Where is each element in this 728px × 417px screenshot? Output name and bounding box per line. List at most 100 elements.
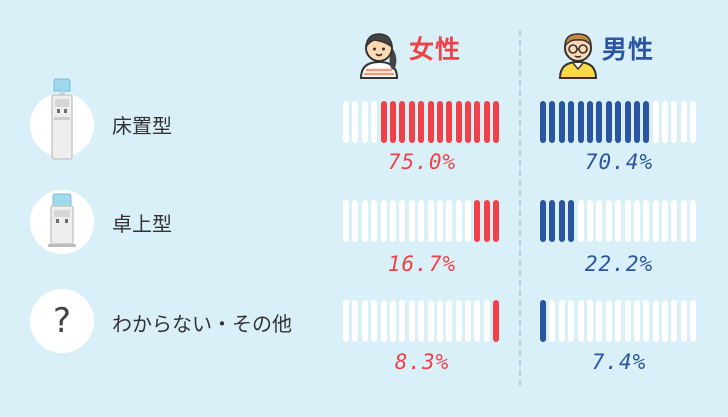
girl-avatar-icon [354, 28, 404, 80]
bar-segment-filled [643, 101, 649, 143]
bar-segment-empty [446, 200, 452, 242]
bar-segment-empty [437, 200, 443, 242]
bar-segment-empty [587, 300, 593, 342]
bar-segment-filled [625, 101, 631, 143]
bar-segment-filled [587, 101, 593, 143]
value-label-male-2: 22.2% [534, 252, 704, 276]
value-label-male-1: 70.4% [534, 150, 704, 174]
bar-segment-filled [484, 101, 490, 143]
bar-segment-empty [681, 200, 687, 242]
question-mark-icon: ? [30, 289, 94, 353]
bar-segment-filled [399, 101, 405, 143]
bar-segment-empty [606, 200, 612, 242]
bar-segment-empty [456, 200, 462, 242]
bar-group-male-2 [540, 200, 696, 242]
bar-segment-empty [681, 300, 687, 342]
bar-group-male-1 [540, 101, 696, 143]
bar-segment-empty [352, 300, 358, 342]
bar-segment-empty [428, 300, 434, 342]
bar-segment-filled [465, 101, 471, 143]
bar-segment-filled [606, 101, 612, 143]
bar-segment-filled [540, 200, 546, 242]
bar-segment-filled [549, 101, 555, 143]
bar-segment-empty [390, 200, 396, 242]
bar-segment-filled [559, 101, 565, 143]
bar-segment-empty [371, 101, 377, 143]
bar-segment-empty [634, 300, 640, 342]
bar-segment-empty [409, 200, 415, 242]
bar-segment-empty [418, 300, 424, 342]
bar-segment-empty [409, 300, 415, 342]
bar-segment-empty [662, 101, 668, 143]
bar-segment-empty [343, 300, 349, 342]
bar-segment-empty [381, 300, 387, 342]
bar-segment-empty [596, 200, 602, 242]
bar-segment-empty [596, 300, 602, 342]
bar-segment-empty [456, 300, 462, 342]
bar-segment-empty [662, 200, 668, 242]
bar-segment-empty [437, 300, 443, 342]
bar-segment-filled [596, 101, 602, 143]
bar-segment-empty [625, 300, 631, 342]
bar-segment-empty [690, 101, 696, 143]
value-label-male-3: 7.4% [534, 350, 704, 374]
bar-segment-filled [540, 300, 546, 342]
bar-segment-filled [493, 300, 499, 342]
bar-segment-filled [568, 101, 574, 143]
bar-segment-empty [399, 200, 405, 242]
bar-segment-filled [474, 200, 480, 242]
bar-segment-filled [381, 101, 387, 143]
bar-segment-empty [343, 101, 349, 143]
bar-segment-empty [662, 300, 668, 342]
bar-segment-empty [343, 200, 349, 242]
bar-segment-filled [493, 200, 499, 242]
category-label-tabletop: 卓上型 [112, 208, 172, 237]
bar-segment-empty [653, 300, 659, 342]
bar-segment-empty [690, 200, 696, 242]
bar-segment-empty [643, 300, 649, 342]
bar-segment-filled [484, 200, 490, 242]
row-icon-floor [30, 93, 94, 157]
bar-segment-empty [578, 200, 584, 242]
value-label-female-1: 75.0% [337, 150, 507, 174]
bar-segment-empty [446, 300, 452, 342]
bar-segment-empty [671, 101, 677, 143]
bar-segment-empty [634, 200, 640, 242]
bar-segment-empty [549, 300, 555, 342]
bar-segment-empty [671, 200, 677, 242]
bar-segment-filled [634, 101, 640, 143]
bar-segment-filled [540, 101, 546, 143]
bar-segment-empty [390, 300, 396, 342]
bar-segment-empty [362, 300, 368, 342]
bar-segment-empty [352, 101, 358, 143]
row-icon-tabletop [30, 190, 94, 254]
bar-segment-empty [381, 200, 387, 242]
bar-group-female-2 [343, 200, 499, 242]
tabletop-water-dispenser-icon [30, 190, 94, 254]
boy-with-glasses-avatar-icon [553, 28, 603, 80]
bar-segment-filled [578, 101, 584, 143]
bar-segment-empty [587, 200, 593, 242]
bar-segment-empty [615, 200, 621, 242]
bar-segment-empty [606, 300, 612, 342]
header-male: 男性 [602, 30, 654, 66]
value-label-female-3: 8.3% [337, 350, 507, 374]
bar-segment-empty [362, 101, 368, 143]
bar-group-female-1 [343, 101, 499, 143]
bar-segment-filled [615, 101, 621, 143]
bar-segment-empty [465, 300, 471, 342]
row-icon-other: ? [30, 289, 94, 353]
bar-segment-filled [437, 101, 443, 143]
bar-segment-filled [409, 101, 415, 143]
bar-segment-filled [549, 200, 555, 242]
bar-segment-empty [474, 300, 480, 342]
bar-group-female-3 [343, 300, 499, 342]
bar-segment-filled [446, 101, 452, 143]
bar-segment-filled [418, 101, 424, 143]
bar-segment-filled [568, 200, 574, 242]
category-label-other: わからない・その他 [112, 308, 292, 337]
bar-segment-empty [428, 200, 434, 242]
bar-segment-empty [484, 300, 490, 342]
bar-group-male-3 [540, 300, 696, 342]
